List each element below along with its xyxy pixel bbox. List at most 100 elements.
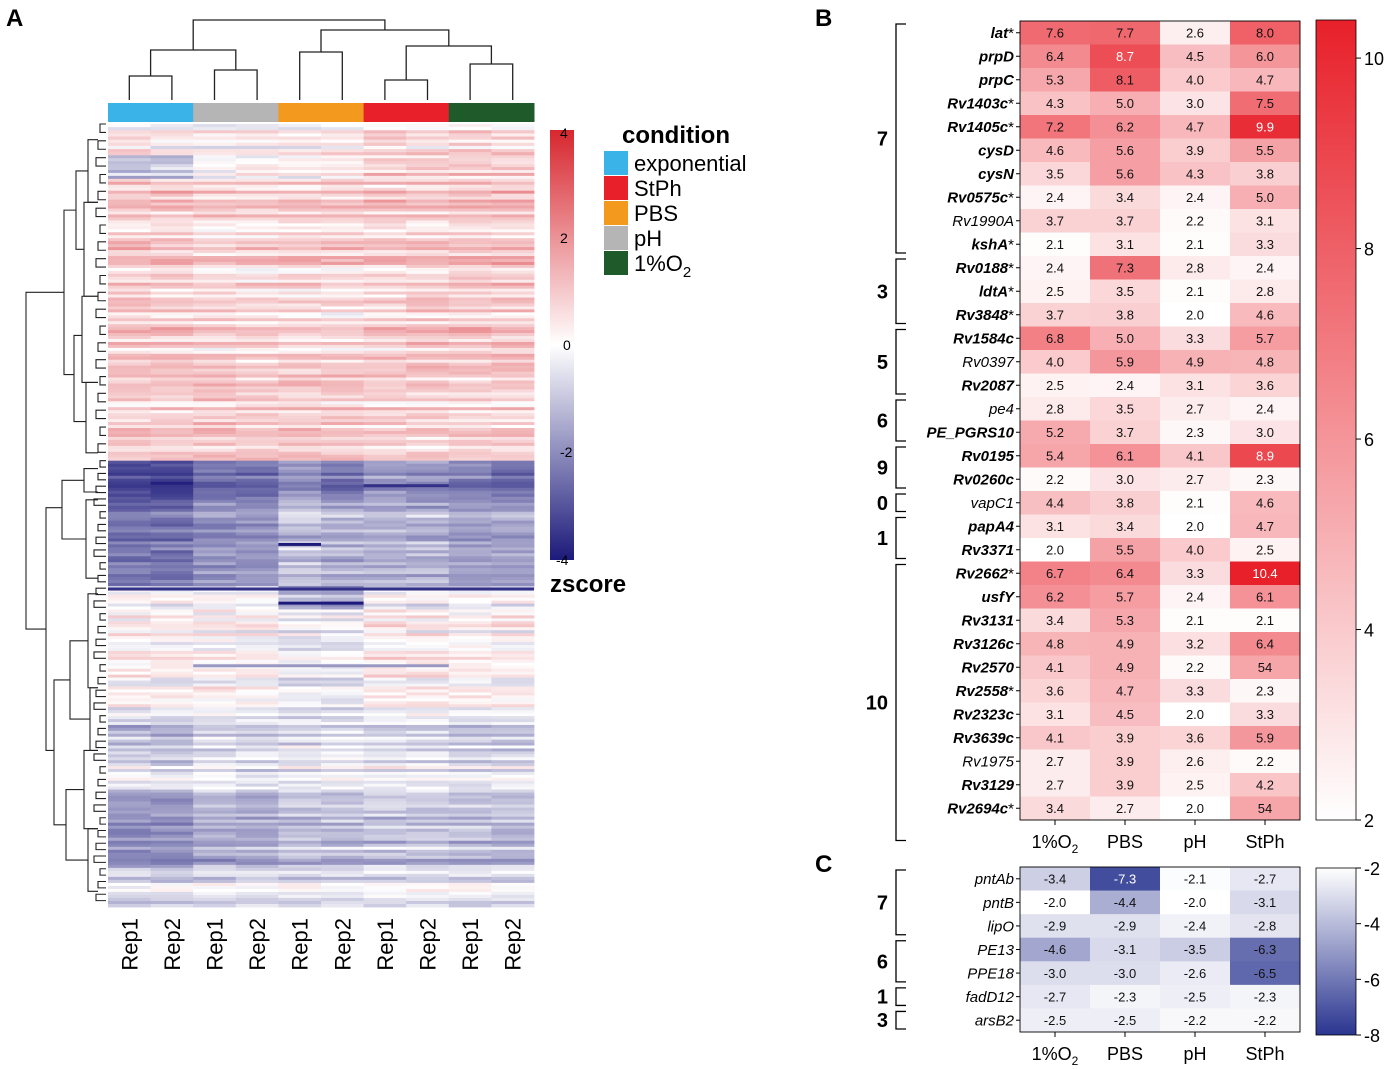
zscore-cell bbox=[321, 499, 364, 504]
zscore-cell bbox=[491, 514, 535, 519]
group-label: 7 bbox=[877, 129, 888, 151]
zscore-cell bbox=[363, 466, 407, 471]
gene-cluster-9 bbox=[108, 719, 535, 767]
zscore-cell bbox=[193, 164, 237, 168]
zscore-cell bbox=[193, 472, 237, 477]
zscore-cell bbox=[363, 861, 407, 866]
zscore-cell bbox=[278, 523, 322, 527]
gene-label: kshA* bbox=[971, 237, 1014, 254]
zscore-cell bbox=[363, 487, 407, 492]
zscore-cell bbox=[448, 745, 492, 749]
zscore-cell bbox=[321, 541, 364, 545]
cell-value: 3.4 bbox=[1046, 801, 1064, 816]
zscore-cell bbox=[406, 386, 450, 390]
zscore-cell bbox=[448, 193, 492, 198]
zscore-cell bbox=[193, 359, 237, 364]
cell-value: 9.9 bbox=[1256, 119, 1274, 134]
heat-cell bbox=[1090, 444, 1161, 468]
heat-cell bbox=[1160, 467, 1231, 492]
zscore-cell bbox=[108, 187, 151, 192]
zscore-cell bbox=[278, 493, 322, 498]
zscore-cell bbox=[321, 804, 364, 809]
zscore-cell bbox=[235, 374, 279, 378]
zscore-cell bbox=[448, 683, 492, 687]
row-Rv0575c: 2.4 3.4 2.4 5.0 bbox=[1020, 185, 1301, 210]
zscore-cell bbox=[448, 532, 492, 536]
zscore-cell bbox=[491, 380, 535, 384]
cell-value: 5.9 bbox=[1116, 354, 1134, 369]
zscore-cell bbox=[193, 190, 237, 195]
zscore-cell bbox=[321, 356, 364, 361]
zscore-cell bbox=[150, 407, 194, 411]
cell-value: 4.4 bbox=[1046, 495, 1064, 510]
zscore-cell bbox=[406, 205, 450, 209]
zscore-cell bbox=[150, 751, 194, 755]
zscore-cell bbox=[193, 780, 237, 785]
zscore-cell bbox=[491, 442, 535, 447]
column-labels: Rep1 Rep2 Rep1 Rep2 Rep1 Rep2 Rep1 Rep2 Rep1 Rep2 bbox=[117, 918, 525, 971]
zscore-cell bbox=[108, 502, 151, 507]
zscore-cell bbox=[406, 680, 450, 684]
zscore-cell bbox=[406, 419, 450, 423]
zscore-cell bbox=[406, 695, 450, 699]
downregulated-colorbar-ticks: -2-4-6-8 bbox=[1356, 859, 1380, 1046]
cell-value: 6.4 bbox=[1256, 636, 1274, 651]
zscore-cell bbox=[406, 523, 450, 527]
heat-cell bbox=[1230, 491, 1301, 515]
zscore-cell bbox=[448, 774, 492, 779]
zscore-cell bbox=[193, 149, 237, 153]
zscore-cell bbox=[235, 211, 279, 215]
zscore-cell bbox=[235, 404, 279, 408]
zscore-cell bbox=[108, 416, 151, 420]
zscore-cell bbox=[193, 683, 237, 687]
zscore-cell bbox=[363, 181, 407, 186]
zscore-cell bbox=[448, 430, 492, 435]
row-PE_PGRS10: 5.2 3.7 2.3 3.0 bbox=[1020, 420, 1301, 445]
zscore-cell bbox=[235, 164, 279, 168]
zscore-cell bbox=[448, 867, 492, 872]
zscore-cell bbox=[235, 167, 279, 171]
zscore-cell bbox=[278, 181, 322, 186]
zscore-cell bbox=[363, 324, 407, 328]
zscore-cell bbox=[150, 463, 194, 468]
zscore-cell bbox=[193, 380, 237, 384]
zscore-cell bbox=[150, 380, 194, 384]
zscore-cell bbox=[491, 630, 535, 634]
zscore-cell bbox=[321, 523, 364, 527]
zscore-cell bbox=[491, 172, 535, 177]
row-Rv0397: 4.0 5.9 4.9 4.8 bbox=[1020, 350, 1301, 374]
zscore-cell bbox=[321, 136, 364, 141]
zscore-cell bbox=[108, 205, 151, 209]
dendrogram-link bbox=[469, 63, 514, 100]
zscore-cell bbox=[448, 852, 492, 857]
zscore-cell bbox=[448, 707, 492, 711]
zscore-cell bbox=[193, 722, 237, 726]
zscore-cell bbox=[406, 571, 450, 575]
zscore-cell bbox=[278, 757, 322, 761]
zscore-cell bbox=[150, 837, 194, 842]
heat-cell bbox=[1160, 655, 1231, 680]
zscore-cell bbox=[278, 804, 322, 809]
heat-cell bbox=[1230, 749, 1301, 774]
zscore-cell bbox=[108, 855, 151, 860]
zscore-cell bbox=[108, 843, 151, 848]
zscore-cell bbox=[491, 795, 535, 799]
zscore-cell bbox=[193, 475, 237, 480]
zscore-cell bbox=[363, 232, 407, 236]
zscore-cell bbox=[406, 499, 450, 504]
column-label: Rep1 bbox=[117, 918, 142, 971]
zscore-cell bbox=[150, 766, 194, 770]
zscore-cell bbox=[278, 777, 322, 782]
row-dendrogram-link bbox=[25, 291, 64, 630]
row-dendrogram-link bbox=[99, 123, 106, 133]
zscore-cell bbox=[321, 843, 364, 848]
zscore-cell bbox=[150, 202, 194, 206]
zscore-cell bbox=[108, 481, 151, 486]
zscore-cell bbox=[108, 164, 151, 168]
zscore-cell bbox=[108, 645, 151, 649]
zscore-cell bbox=[406, 371, 450, 375]
zscore-cell bbox=[193, 713, 237, 717]
zscore-cell bbox=[235, 816, 279, 821]
zscore-cell bbox=[363, 214, 407, 218]
zscore-cell bbox=[235, 541, 279, 545]
